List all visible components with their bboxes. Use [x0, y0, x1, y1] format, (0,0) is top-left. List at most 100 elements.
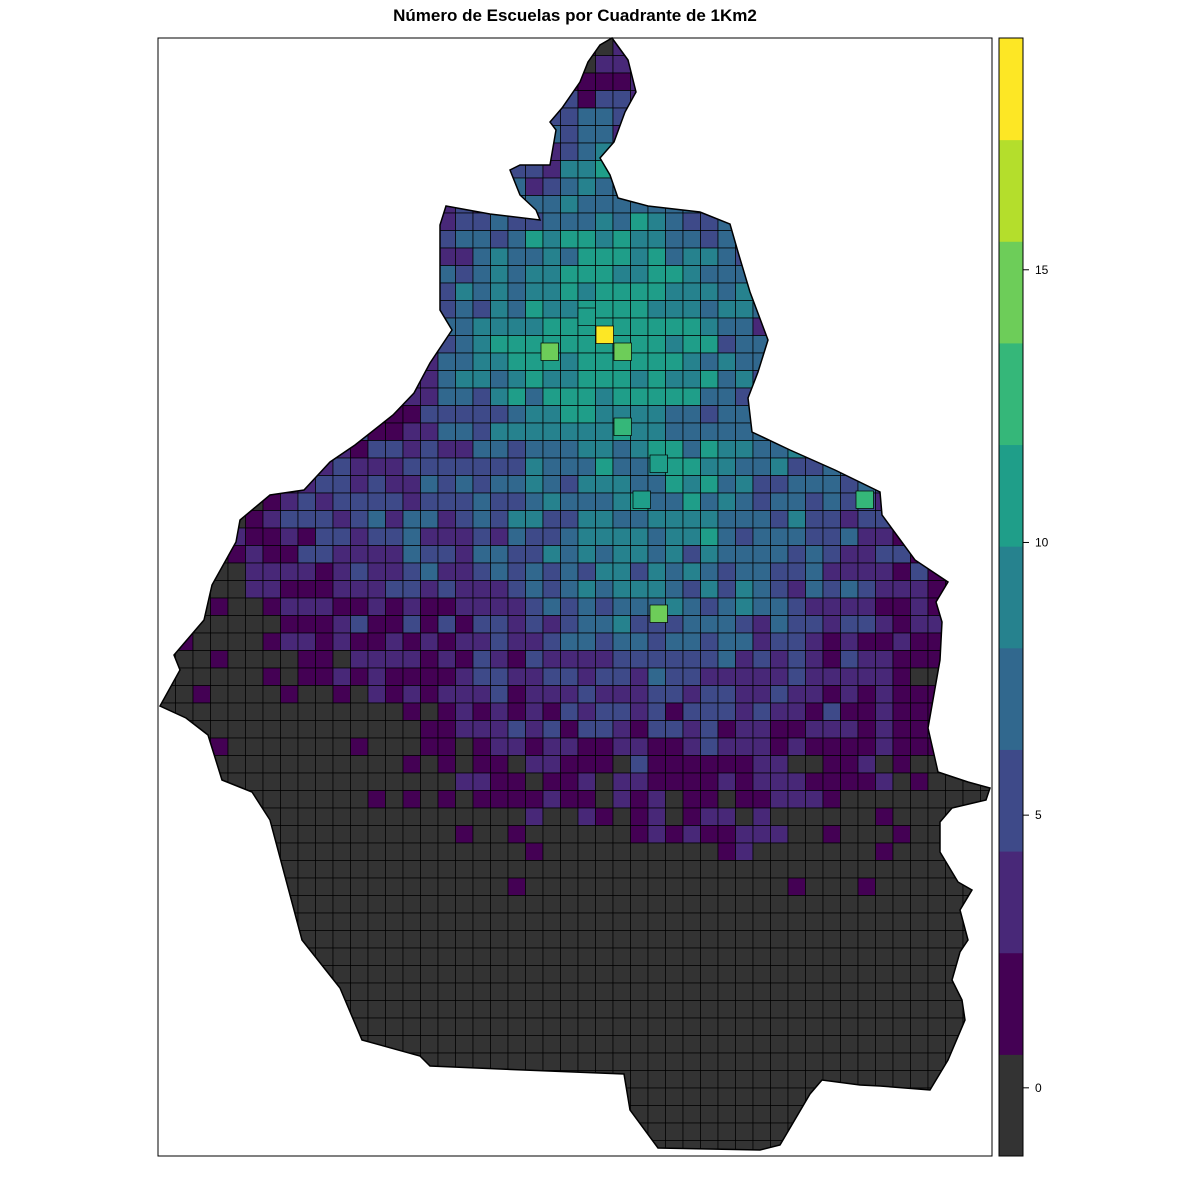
grid-cell: [385, 895, 404, 914]
grid-cell: [840, 580, 859, 599]
grid-cell: [525, 1017, 544, 1036]
grid-cell: [542, 615, 561, 634]
grid-cell: [507, 755, 526, 774]
grid-cell: [507, 825, 526, 844]
grid-cell: [577, 930, 596, 949]
grid-cell: [612, 842, 631, 861]
grid-cell: [892, 877, 911, 896]
grid-cell: [630, 685, 649, 704]
grid-cell: [805, 930, 824, 949]
grid-cell: [770, 562, 789, 581]
grid-cell: [420, 580, 439, 599]
grid-cell: [175, 685, 194, 704]
grid-cell: [682, 1087, 701, 1106]
grid-cell: [525, 422, 544, 441]
grid-cell: [630, 807, 649, 826]
grid-cell: [787, 667, 806, 686]
grid-cell: [700, 282, 719, 301]
grid-cell: [332, 930, 351, 949]
grid-cell: [735, 667, 754, 686]
grid-cell: [472, 475, 491, 494]
grid-cell: [787, 912, 806, 931]
grid-cell: [595, 405, 614, 424]
grid-cell: [647, 720, 666, 739]
grid-cell: [350, 475, 369, 494]
grid-cell: [507, 597, 526, 616]
grid-cell: [455, 597, 474, 616]
grid-cell: [332, 720, 351, 739]
grid-cell: [630, 702, 649, 721]
grid-cell: [525, 1052, 544, 1071]
grid-cell: [717, 475, 736, 494]
grid-cell: [717, 545, 736, 564]
grid-cell: [385, 580, 404, 599]
grid-cell: [735, 580, 754, 599]
grid-cell: [770, 457, 789, 476]
grid-cell: [525, 387, 544, 406]
grid-cell: [315, 492, 334, 511]
grid-cell: [367, 492, 386, 511]
grid-cell: [560, 755, 579, 774]
grid-cell: [840, 965, 859, 984]
grid-cell: [875, 842, 894, 861]
grid-cell: [595, 300, 614, 319]
grid-cell: [560, 317, 579, 336]
grid-cell: [367, 842, 386, 861]
grid-cell: [805, 982, 824, 1001]
grid-cell: [682, 405, 701, 424]
grid-cell: [332, 912, 351, 931]
grid-cell: [315, 562, 334, 581]
grid-cell: [910, 860, 929, 879]
grid-cell: [805, 772, 824, 791]
grid-cell: [507, 895, 526, 914]
grid-cell: [507, 982, 526, 1001]
grid-cell: [437, 422, 456, 441]
grid-cell: [647, 1000, 666, 1019]
grid-cell: [630, 1070, 649, 1089]
grid-cell: [472, 352, 491, 371]
grid-cell: [385, 457, 404, 476]
grid-cell: [910, 825, 929, 844]
grid-cell: [402, 632, 421, 651]
grid-cell: [420, 597, 439, 616]
grid-cell: [717, 492, 736, 511]
grid-cell: [525, 947, 544, 966]
grid-cell: [682, 317, 701, 336]
grid-cell: [717, 650, 736, 669]
grid-cell: [402, 527, 421, 546]
grid-cell: [752, 965, 771, 984]
grid-cell: [840, 720, 859, 739]
grid-cell: [700, 580, 719, 599]
grid-cell: [910, 930, 929, 949]
grid-cell: [367, 790, 386, 809]
grid-cell: [875, 720, 894, 739]
grid-cell: [682, 895, 701, 914]
grid-cell: [700, 1052, 719, 1071]
grid-cell: [490, 737, 509, 756]
grid-cell: [245, 597, 264, 616]
grid-cell: [280, 720, 299, 739]
grid-cell: [892, 807, 911, 826]
grid-cell: [752, 755, 771, 774]
grid-cell: [507, 615, 526, 634]
grid-cell: [542, 1000, 561, 1019]
grid-cell: [315, 527, 334, 546]
grid-cell: [770, 492, 789, 511]
grid-cell: [525, 615, 544, 634]
grid-cell: [735, 370, 754, 389]
grid-cell: [385, 982, 404, 1001]
grid-cell: [735, 685, 754, 704]
grid-cell: [420, 702, 439, 721]
grid-cell: [455, 527, 474, 546]
grid-cell: [227, 650, 246, 669]
grid-cell: [735, 300, 754, 319]
grid-cell: [770, 912, 789, 931]
grid-cell: [595, 842, 614, 861]
grid-cell-high: [613, 342, 632, 361]
grid-cell: [437, 667, 456, 686]
grid-cell: [717, 300, 736, 319]
grid-cell: [385, 527, 404, 546]
grid-cell: [700, 475, 719, 494]
grid-cell: [647, 877, 666, 896]
grid-cell: [560, 475, 579, 494]
